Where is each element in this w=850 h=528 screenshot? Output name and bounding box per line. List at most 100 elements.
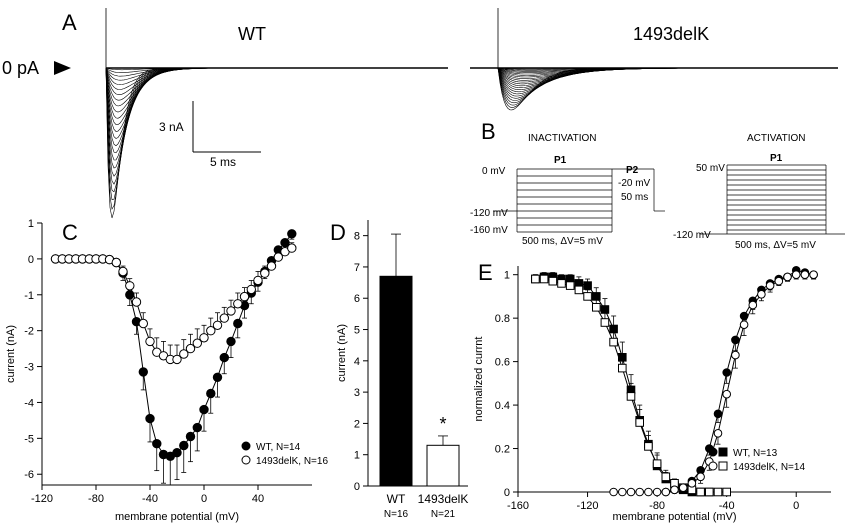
inactivation-title: INACTIVATION [528, 133, 597, 144]
current-trace [105, 67, 448, 219]
data-point [583, 281, 592, 290]
data-point [185, 431, 196, 442]
scale-time-label: 5 ms [210, 155, 236, 169]
data-point [609, 337, 618, 347]
x-tick-label: -80 [88, 493, 104, 505]
y-tick-label: -6 [24, 469, 34, 481]
data-point [253, 275, 263, 286]
inact-50ms-label: 50 ms [621, 192, 648, 203]
data-point [125, 281, 135, 291]
y-tick-label: 0.8 [495, 313, 510, 325]
data-point [172, 354, 182, 365]
x-axis-label: membrane potential (mV) [115, 511, 239, 523]
data-point [696, 472, 705, 482]
legend-label: WT, N=13 [733, 448, 778, 459]
x-tick-label: -120 [31, 493, 53, 505]
current-trace [470, 67, 838, 95]
data-point [287, 229, 297, 239]
data-point [233, 299, 243, 309]
data-point [199, 404, 209, 415]
data-point [118, 266, 128, 277]
data-point [212, 372, 223, 382]
wt-trace-title: WT [238, 24, 266, 44]
data-point [731, 335, 740, 345]
activation-title: ACTIVATION [747, 133, 806, 144]
data-point [618, 487, 627, 497]
data-point [574, 285, 584, 295]
current-trace [105, 67, 448, 185]
data-point [661, 487, 671, 497]
x-tick-label: -160 [507, 500, 529, 512]
data-point [246, 284, 257, 295]
data-point [212, 320, 223, 330]
data-point [206, 326, 216, 336]
bar-category-label: 1493delK [418, 492, 469, 506]
data-point [739, 311, 749, 321]
data-point [557, 279, 566, 288]
current-trace [105, 67, 448, 147]
x-tick-label: 40 [252, 493, 264, 505]
act-duration-label: 500 ms, ΔV=5 mV [735, 240, 816, 251]
data-point [192, 338, 203, 348]
data-point [618, 363, 627, 373]
data-point [273, 252, 283, 262]
data-point [652, 487, 662, 497]
data-point [609, 324, 618, 334]
chart-c-iv-curve: 1 0 -1 -2 -3 -4 -5 -6 -120 -80 -40 0 40 membrane pote… [5, 218, 328, 523]
data-point [626, 487, 636, 497]
current-trace [105, 67, 448, 193]
data-point [145, 336, 155, 347]
current-trace [105, 67, 448, 132]
data-point [626, 392, 636, 401]
x-tick-label: 0 [201, 493, 207, 505]
y-tick-label: 8 [354, 231, 360, 243]
data-point [713, 429, 723, 438]
bar-n-label: N=21 [431, 509, 456, 520]
data-point [618, 353, 627, 362]
current-trace [105, 67, 448, 125]
data-point [661, 472, 671, 482]
data-point [722, 368, 732, 377]
x-tick-label: -40 [719, 500, 735, 512]
current-trace [470, 67, 838, 75]
y-tick-label: -3 [24, 362, 34, 374]
x-tick-label: -40 [142, 493, 158, 505]
y-axis-label: current (nA) [336, 324, 348, 382]
inact-p1-label: P1 [554, 155, 567, 166]
y-axis-label: current (nA) [5, 325, 17, 383]
data-point [179, 440, 189, 451]
data-point [644, 442, 653, 451]
data-point [757, 290, 766, 299]
data-point [199, 333, 209, 343]
data-point [635, 418, 645, 427]
data-point [718, 461, 728, 471]
legend-label: 1493delK, N=16 [256, 456, 328, 467]
data-point [600, 318, 610, 327]
y-tick-label: 3 [354, 387, 360, 399]
series-line [55, 247, 293, 360]
activation-protocol-diagram [700, 164, 845, 235]
significance-marker: * [439, 414, 446, 434]
data-point [609, 487, 618, 497]
data-point [226, 306, 236, 316]
inact-duration-label: 500 ms, ΔV=5 mV [522, 236, 603, 247]
panel-c-letter: C [62, 220, 78, 245]
data-point [287, 243, 297, 253]
current-trace [105, 67, 448, 177]
data-point [266, 261, 277, 271]
y-tick-label: 2 [354, 418, 360, 430]
data-point [280, 238, 290, 248]
y-tick-label: 0.2 [495, 444, 510, 456]
data-point [138, 367, 149, 377]
data-point [644, 487, 653, 497]
x-tick-label: 0 [793, 500, 799, 512]
bar-category-label: WT [387, 492, 406, 506]
data-point [260, 268, 270, 278]
series-line [613, 274, 814, 493]
current-trace [105, 67, 448, 201]
x-tick-label: -80 [649, 500, 665, 512]
data-point [600, 305, 610, 314]
data-point [145, 413, 155, 424]
data-point [206, 388, 216, 399]
current-trace [105, 67, 448, 119]
